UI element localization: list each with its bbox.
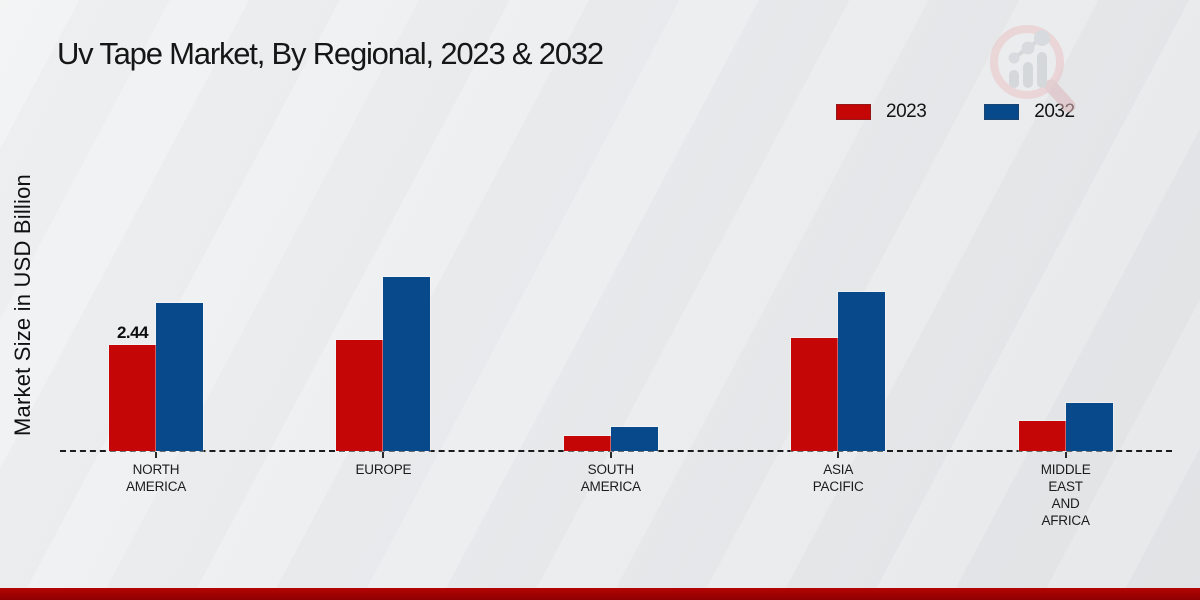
bar-2032-4: [1065, 403, 1113, 451]
axis-tick: [155, 452, 157, 458]
category-label: ASIA PACIFIC: [812, 462, 864, 494]
category-label: SOUTH AMERICA: [580, 462, 641, 494]
category-label: NORTH AMERICA: [125, 462, 187, 494]
bar-2023-2: [563, 436, 611, 451]
footer-accent-bar: [0, 588, 1200, 600]
chart-title: Uv Tape Market, By Regional, 2023 & 2032: [57, 36, 604, 71]
axis-tick: [609, 452, 612, 458]
legend: 2023 2032: [836, 101, 1075, 123]
bar-2032-2: [610, 427, 658, 451]
axis-tick: [837, 452, 840, 458]
bar-value-label: 2.44: [116, 323, 149, 342]
bar-2023-0: [109, 345, 156, 451]
legend-swatch-2023-icon: [836, 104, 871, 120]
category-label: EUROPE: [355, 462, 412, 477]
bar-2032-1: [383, 277, 431, 451]
legend-item-2023: 2023: [836, 101, 927, 123]
category-label: MIDDLE EAST AND AFRICA: [1040, 462, 1091, 528]
x-axis-baseline: [60, 450, 1172, 452]
axis-tick: [382, 452, 385, 458]
bar-2032-3: [838, 292, 886, 451]
magnifier-bar-chart-logo-icon: [990, 25, 1076, 113]
axis-tick: [1064, 452, 1067, 458]
bar-2023-3: [791, 338, 839, 451]
bar-2032-0: [156, 303, 203, 451]
bar-2023-4: [1018, 421, 1066, 451]
legend-label-2023: 2023: [886, 101, 927, 122]
legend-swatch-2032-icon: [984, 104, 1020, 120]
bar-2023-1: [336, 340, 384, 451]
